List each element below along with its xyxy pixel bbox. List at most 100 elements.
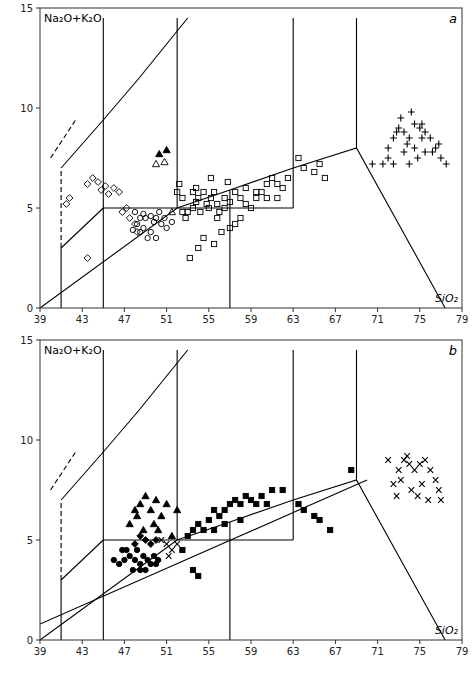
y-tick	[36, 8, 40, 9]
line	[229, 190, 230, 308]
point	[163, 500, 170, 506]
point	[438, 497, 444, 503]
point	[185, 209, 190, 214]
point	[180, 547, 185, 552]
point	[163, 146, 170, 152]
point	[432, 145, 439, 152]
line	[177, 539, 293, 540]
point	[385, 145, 392, 152]
plot-frame	[40, 8, 462, 308]
line	[103, 18, 104, 208]
point	[137, 533, 144, 540]
x-tick	[40, 308, 41, 312]
point	[390, 161, 397, 168]
x-tick-label: 71	[371, 646, 384, 657]
point	[155, 557, 160, 562]
point	[148, 213, 153, 218]
line	[177, 18, 178, 208]
point	[217, 513, 222, 518]
point	[66, 195, 73, 202]
point	[227, 199, 232, 204]
x-tick	[377, 640, 378, 644]
y-tick-label: 0	[27, 635, 33, 646]
point	[134, 547, 139, 552]
point	[385, 155, 392, 162]
point	[238, 195, 243, 200]
x-tick-label: 39	[34, 314, 47, 325]
point	[169, 219, 174, 224]
point	[156, 150, 163, 156]
point	[406, 135, 413, 142]
point	[147, 506, 154, 512]
point	[196, 245, 201, 250]
point	[215, 201, 220, 206]
point	[201, 527, 206, 532]
line	[40, 148, 445, 308]
point	[84, 181, 91, 188]
x-tick	[335, 308, 336, 312]
point	[411, 121, 418, 128]
point	[137, 500, 144, 506]
line	[40, 480, 367, 624]
point	[393, 129, 400, 136]
point	[270, 487, 275, 492]
point	[190, 189, 195, 194]
point	[155, 526, 162, 532]
y-tick-label: 10	[20, 435, 33, 446]
point	[145, 235, 150, 240]
dashed-line	[51, 450, 77, 490]
point	[166, 553, 172, 559]
line	[61, 350, 188, 500]
point	[168, 532, 175, 538]
x-tick-label: 67	[329, 646, 342, 657]
point	[398, 477, 404, 483]
point	[132, 209, 137, 214]
point	[422, 457, 428, 463]
point	[116, 189, 123, 196]
point	[419, 121, 426, 128]
figure: 3943475155596367717579051015Na₂O+K₂OaSiO…	[0, 0, 474, 678]
line	[356, 350, 357, 480]
point	[190, 527, 195, 532]
point	[131, 506, 138, 512]
line	[61, 540, 103, 580]
point	[174, 541, 180, 547]
line	[103, 540, 104, 640]
x-tick	[166, 308, 167, 312]
point	[132, 541, 139, 548]
point	[187, 255, 192, 260]
panel-title: b	[449, 343, 457, 358]
x-tick-label: 43	[76, 314, 89, 325]
x-axis-label: SiO₂	[435, 292, 459, 305]
point	[110, 185, 117, 192]
x-tick	[419, 640, 420, 644]
point	[150, 520, 157, 526]
point	[122, 557, 127, 562]
point	[296, 501, 301, 506]
line	[61, 248, 62, 308]
point	[126, 215, 133, 222]
line	[40, 480, 445, 640]
point	[140, 526, 147, 532]
point	[219, 229, 224, 234]
point	[275, 181, 280, 186]
point	[208, 175, 213, 180]
point	[169, 547, 175, 553]
point	[404, 453, 410, 459]
point	[317, 161, 322, 166]
y-tick	[36, 108, 40, 109]
point	[162, 215, 167, 220]
point	[259, 493, 264, 498]
point	[215, 215, 220, 220]
point	[397, 115, 404, 122]
x-tick	[251, 308, 252, 312]
point	[280, 185, 285, 190]
x-tick	[293, 640, 294, 644]
plot-area	[40, 350, 445, 640]
point	[385, 457, 391, 463]
point	[138, 561, 143, 566]
x-tick	[208, 308, 209, 312]
point	[369, 161, 376, 168]
point	[102, 183, 109, 190]
point	[175, 189, 180, 194]
